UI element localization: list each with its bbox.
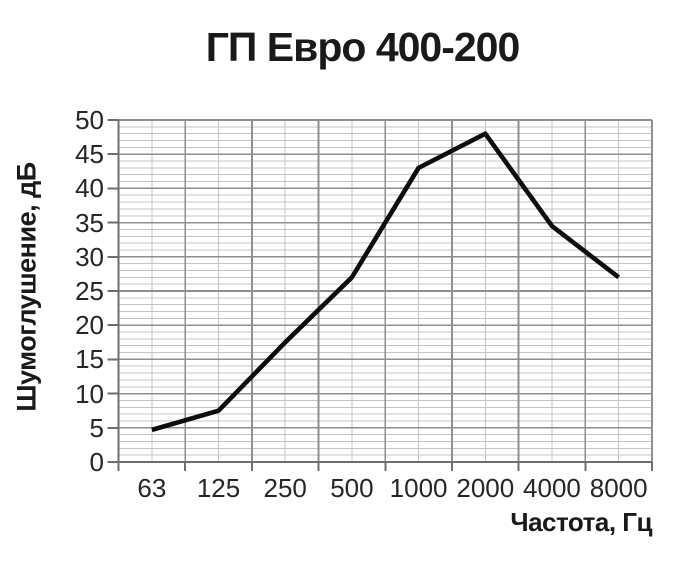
y-tick-label: 50 [75,105,104,135]
y-tick-label: 5 [89,412,104,443]
y-tick-label: 45 [75,139,104,170]
y-tick-label: 15 [75,344,104,375]
series-line [151,131,621,433]
y-tick-label: 0 [89,447,104,477]
y-tick-label: 40 [75,173,104,204]
x-tick-label: 500 [330,473,374,503]
x-tick-label: 125 [196,473,241,503]
y-tick-label: 35 [75,207,104,238]
x-axis-title: Частота, Гц [510,507,652,537]
x-tick-label: 63 [137,473,167,503]
chart-title: ГП Евро 400-200 [205,24,521,70]
y-tick-label: 20 [75,310,104,341]
x-tick-label: 1000 [389,473,448,503]
x-tick-label: 250 [263,473,307,503]
x-tick-label: 8000 [589,473,648,503]
y-tick-label: 25 [75,276,104,306]
y-tick-label: 30 [75,241,104,272]
x-tick-label: 4000 [523,473,581,503]
y-tick-label: 10 [75,378,104,409]
x-tick-label: 2000 [456,473,515,503]
